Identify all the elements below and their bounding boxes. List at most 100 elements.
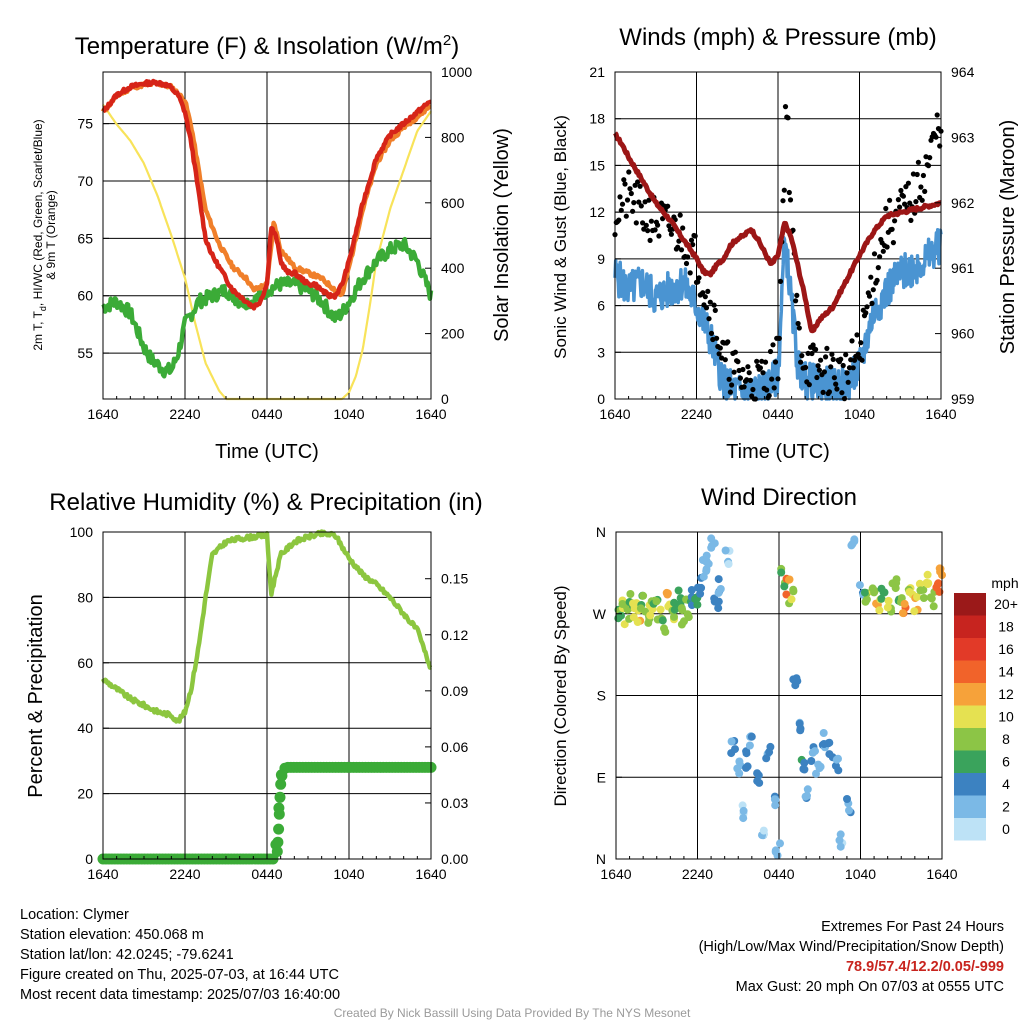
gust-point [793,298,799,304]
direction-point [727,749,736,758]
direction-point [929,602,938,611]
x-tick-label: 1040 [844,406,875,422]
left-y-tick-label: 21 [589,64,605,80]
gust-point [869,300,875,306]
direction-point [884,596,893,605]
colorbar-swatch [954,795,986,818]
direction-point [745,741,754,750]
direction-point [678,606,687,615]
x-tick-label: 1640 [415,406,446,422]
gust-point [838,356,844,362]
direction-point [845,806,853,815]
x-tick-label: 2240 [682,866,713,882]
direction-point [776,839,784,848]
x-tick-label: 2240 [169,406,200,422]
gust-point [898,187,904,194]
direction-point [716,585,725,593]
direction-point [663,589,672,598]
gust-point [913,199,919,205]
x-tick-label: 1640 [87,406,118,422]
right-y-tick-label: 600 [441,195,465,211]
direction-point [875,606,884,615]
x-tick-label: 2240 [169,866,200,882]
gust-point [702,294,708,300]
direction-point [898,609,907,618]
gust-point [809,350,815,357]
location-text: Location: Clymer [20,907,129,923]
direction-series [614,534,946,860]
direction-point [617,611,625,620]
x-tick-label: 1040 [333,866,364,882]
gust-point [714,335,720,341]
direction-point [799,765,808,773]
gust-point [813,346,819,353]
direction-point [784,575,793,584]
direction-point [633,618,642,626]
rh-precip-title: Relative Humidity (%) & Precipitation (i… [49,489,482,516]
direction-point [883,603,892,612]
direction-point [771,846,780,855]
x-tick-label: 0440 [762,406,793,422]
temperature-xlabel: Time (UTC) [215,441,319,463]
direction-point [855,581,864,590]
x-tick-label: 1640 [415,866,446,882]
direction-point [626,590,635,598]
direction-point [910,607,919,616]
gust-point [754,358,760,364]
direction-point [696,589,705,598]
colorbar-swatch [954,615,986,638]
direction-point [620,620,629,629]
gust-point [937,143,943,149]
right-y-tick-label: 963 [951,129,975,145]
gust-point [725,339,731,345]
gust-point [770,342,776,348]
gust-point [870,287,876,293]
temperature-ylabel-left-2: & 9m T (Orange) [44,190,58,280]
gust-point [618,207,624,213]
left-y-tick-label: 12 [589,204,605,220]
precip-point [272,836,284,848]
colorbar-swatch [954,705,986,728]
gust-point [803,364,809,371]
gust-point [745,364,751,370]
x-tick-label: 0440 [763,866,794,882]
direction-point [652,597,661,606]
gust-point [910,171,917,177]
direction-point [755,778,764,787]
extremes-values: 78.9/57.4/12.2/0.05/-999 [845,959,1004,975]
direction-point [836,830,845,839]
gust-point [818,357,824,363]
x-tick-label: 0440 [251,866,282,882]
left-y-tick-label: 65 [77,230,93,246]
left-y-tick-label: 9 [597,251,605,267]
gust-point [824,345,830,351]
direction-point [836,842,845,851]
right-y-tick-label: 0.00 [441,851,468,867]
direction-point [923,570,932,579]
direction-point [753,769,762,778]
direction-point [913,592,921,601]
gust-point [722,357,728,363]
gust-point [680,225,686,231]
gust-point [635,179,641,185]
direction-point [699,572,708,581]
gust-point [828,364,834,370]
gust-point [621,177,627,183]
direction-point [770,795,779,804]
wind-pressure-title: Winds (mph) & Pressure (mb) [619,24,936,51]
direction-point [815,764,824,773]
gust-point [762,359,769,365]
left-y-tick-label: 80 [77,589,93,605]
latlon-text: Station lat/lon: 42.0245; -79.6241 [20,947,234,963]
gust-point [895,197,902,203]
gust-point [816,367,823,373]
gust-point [646,197,652,203]
gust-point [616,217,622,223]
wind-ylabel-left: Sonic Wind & Gust (Blue, Black) [551,115,570,359]
right-y-tick-label: 962 [951,195,975,211]
left-y-tick-label: 3 [597,344,605,360]
gust-point [630,208,636,214]
gust-point [863,310,869,316]
gust-point [750,386,756,393]
